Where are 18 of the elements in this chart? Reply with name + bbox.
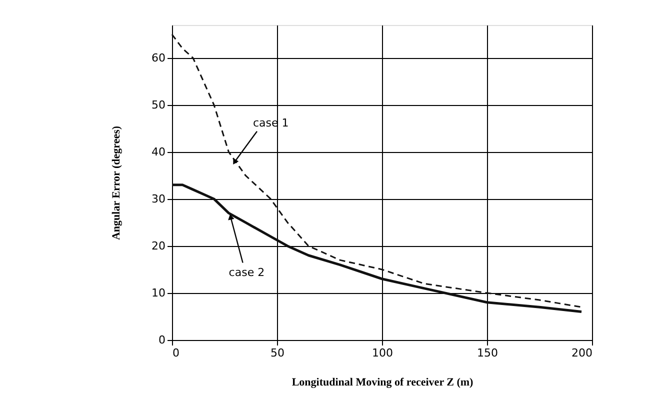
y-tick-label: 40 <box>152 145 166 158</box>
y-axis-title: Angular Error (degrees) <box>110 126 123 240</box>
x-tick-label: 50 <box>270 346 284 360</box>
x-tick-label: 100 <box>372 346 393 360</box>
y-tick-label: 50 <box>152 98 166 112</box>
line-series <box>171 34 582 308</box>
y-tick-label: 20 <box>152 239 166 252</box>
annotation: case 1 <box>253 116 289 130</box>
x-tick-label: 150 <box>477 346 498 360</box>
y-tick-label: 30 <box>152 192 166 206</box>
x-tick-label: 0 <box>172 346 180 360</box>
x-axis-title: Longitudinal Moving of receiver Z (m) <box>292 376 474 388</box>
y-tick-label: 10 <box>152 286 166 300</box>
annotation: case 2 <box>228 266 265 279</box>
x-tick-label: 200 <box>572 346 592 360</box>
line-series <box>170 184 583 314</box>
y-tick-label: 0 <box>158 334 166 346</box>
y-tick-label: 60 <box>152 51 166 64</box>
